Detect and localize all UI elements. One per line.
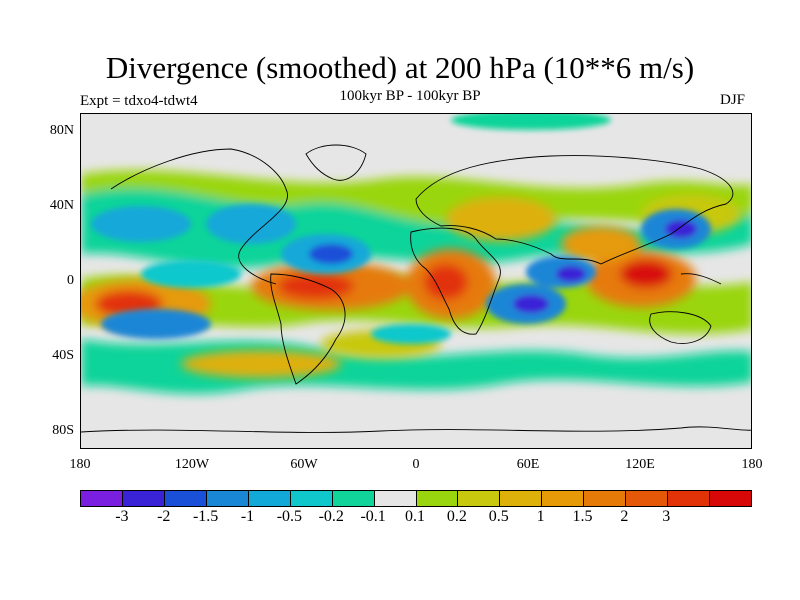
comparison-label: 100kyr BP - 100kyr BP	[339, 88, 481, 104]
colorbar-swatch	[164, 491, 207, 506]
colorbar-swatch	[710, 491, 751, 506]
map-panel	[80, 113, 752, 449]
colorbar-swatch	[122, 491, 165, 506]
colorbar-label: 0.5	[488, 508, 509, 525]
lat-tick: 40S	[52, 348, 74, 363]
colorbar-label: 3	[662, 508, 671, 525]
colorbar-swatch	[374, 491, 417, 506]
colorbar-label: -2	[157, 508, 171, 525]
colorbar-label: 0.2	[446, 508, 467, 525]
colorbar-swatch	[584, 491, 627, 506]
colorbar-swatch	[81, 491, 123, 506]
lat-tick: 40N	[49, 198, 74, 213]
experiment-label: Expt = tdxo4-tdwt4	[80, 93, 198, 109]
lon-tick: 120W	[174, 457, 210, 472]
colorbar-label: -0.1	[360, 508, 386, 525]
colorbar-swatch	[458, 491, 501, 506]
negative-anomalies	[91, 114, 711, 344]
lon-tick: 60W	[290, 457, 318, 472]
colorbar-label: -1	[240, 508, 255, 525]
divergence-map	[81, 114, 751, 448]
colorbar-label: -3	[115, 508, 129, 525]
colorbar-swatch	[332, 491, 375, 506]
plot-title: Divergence (smoothed) at 200 hPa (10**6 …	[105, 50, 695, 85]
colorbar-swatch	[416, 491, 459, 506]
lon-tick: 120E	[625, 457, 655, 472]
colorbar-swatch	[206, 491, 249, 506]
colorbar-swatch	[290, 491, 333, 506]
season-label: DJF	[720, 92, 746, 108]
colorbar	[80, 490, 752, 507]
lon-tick: 60E	[516, 457, 540, 472]
lon-tick: 180	[741, 457, 763, 472]
colorbar-swatch	[248, 491, 291, 506]
colorbar-label: 2	[620, 508, 629, 525]
colorbar-label: 1	[536, 508, 545, 525]
coastlines	[81, 144, 751, 433]
colorbar-swatch	[668, 491, 711, 506]
lon-tick: 0	[412, 457, 420, 472]
colorbar-swatch	[500, 491, 543, 506]
colorbar-label: -1.5	[192, 508, 219, 525]
lon-tick: 180	[69, 457, 91, 472]
lat-tick: 0	[67, 273, 74, 288]
colorbar-swatch	[626, 491, 669, 506]
lat-tick: 80S	[52, 423, 74, 438]
lat-tick: 80N	[49, 123, 74, 138]
colorbar-label: -0.2	[318, 508, 344, 525]
colorbar-label: 1.5	[572, 508, 593, 525]
colorbar-label: 0.1	[405, 508, 425, 525]
colorbar-swatch	[542, 491, 585, 506]
colorbar-label: -0.5	[276, 508, 303, 525]
